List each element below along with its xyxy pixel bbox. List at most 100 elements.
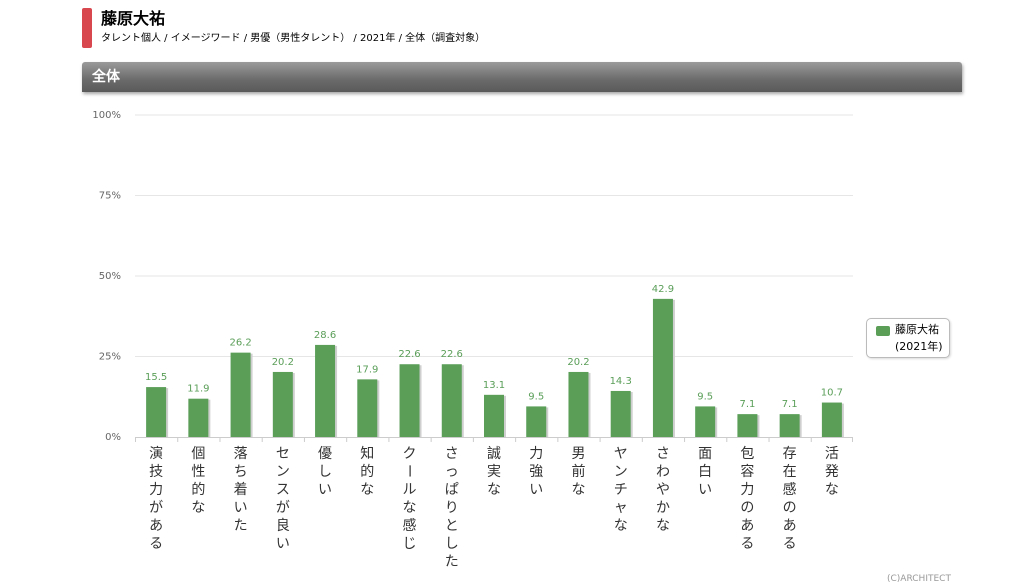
x-tick-label-char: 強 [529,464,543,480]
x-tick-label-char: い [234,500,248,516]
x-tick-label-char: が [149,500,163,516]
bar [315,344,336,437]
x-tick-label-char: な [656,518,670,534]
bar [568,371,589,437]
x-tick-label-char: い [529,482,543,498]
x-tick-label-char: 前 [571,463,585,480]
bar [610,390,631,437]
y-tick-label: 25% [99,352,121,363]
bar [146,387,167,437]
x-tick-label-char: じ [403,536,417,552]
x-tick-label-char: あ [783,518,797,534]
x-tick-label-char: た [445,554,459,570]
x-tick-label-char: 個 [191,446,205,462]
bar [821,402,842,437]
x-tick-label-char: ス [276,482,290,498]
x-tick-label-char: い [276,536,290,552]
x-tick-label-char: ャ [614,500,628,516]
x-tick-label-char: 知 [360,445,374,462]
x-tick-label-char: ち [234,464,248,480]
x-tick-label-char: 容 [740,463,754,480]
data-label: 13.1 [483,380,505,391]
bar [695,406,716,437]
x-tick-label-char: 誠 [487,446,501,462]
bar [188,398,209,437]
x-tick-label-char: 発 [825,464,839,480]
data-label: 42.9 [652,284,674,295]
x-tick-label-char: 感 [403,517,417,534]
x-tick-label-char: た [234,518,248,534]
x-tick-label-char: ぱ [445,482,459,498]
x-tick-label-char: っ [445,464,459,480]
bar [230,352,251,437]
page-subtitle: タレント個人 / イメージワード / 男優（男性タレント） / 2021年 / … [101,33,486,44]
x-tick-label-char: 存 [783,446,797,462]
x-tick-label-char: し [318,464,332,480]
x-tick-label-char: る [740,536,754,552]
y-tick-label: 50% [99,271,121,282]
x-tick-label-char: 的 [191,482,205,498]
x-tick-label-char: が [276,500,290,516]
x-tick-label-char: や [656,482,670,498]
x-tick-label-char: 着 [234,482,248,498]
data-label: 28.6 [314,330,336,341]
x-tick-label-char: 性 [191,464,205,480]
x-tick-label-char: さ [656,446,670,462]
x-tick-label-char: 力 [529,446,543,462]
x-tick-label-char: の [783,500,797,516]
x-tick-label-char: い [318,482,332,498]
bar [779,414,800,437]
chart-legend: 藤原大祐 (2021年) [866,318,950,358]
bar [737,414,758,437]
bar [357,379,378,437]
title-accent-bar [82,8,92,48]
data-label: 9.5 [528,391,544,402]
data-label: 7.1 [782,399,798,410]
data-label: 15.5 [145,372,167,383]
data-label: 7.1 [739,399,755,410]
x-tick-label-char: の [740,500,754,516]
x-tick-label-char: 感 [783,481,797,498]
bar [272,371,293,437]
x-tick-label-char: さ [445,446,459,462]
x-tick-label-char: ー [401,464,417,478]
x-tick-label-char: 良 [276,518,290,534]
data-label: 10.7 [821,388,843,399]
x-tick-label-char: ン [614,464,628,480]
x-tick-label-char: ヤ [614,446,628,462]
section-header: 全体 [82,62,962,92]
x-tick-label-char: 実 [487,464,501,480]
x-tick-label-char: あ [149,518,163,534]
x-tick-label-char: る [149,536,163,552]
y-tick-label: 0% [105,432,121,443]
x-tick-label-char: な [360,482,374,498]
x-tick-label-char: セ [276,446,290,462]
x-tick-label-char: 面 [698,446,712,462]
x-tick-label-char: な [571,482,585,498]
y-tick-label: 75% [99,191,121,202]
x-tick-label-char: 包 [740,446,754,462]
x-tick-label-char: 技 [149,464,163,480]
bar [484,394,504,437]
data-label: 26.2 [229,338,251,349]
x-tick-label-char: ル [403,482,417,498]
x-tick-label-char: ク [403,446,417,462]
data-label: 22.6 [441,349,463,360]
bar [399,364,420,437]
x-tick-label-char: わ [656,464,670,480]
x-tick-label-char: 的 [360,464,374,480]
copyright-credit: (C)ARCHITECT [887,574,951,584]
x-tick-label-char: 在 [783,464,797,480]
x-tick-label-char: し [445,536,459,552]
x-tick-label-char: か [656,500,670,516]
bar [526,406,547,437]
data-label: 20.2 [272,357,294,368]
page-title: 藤原大祐 [101,9,166,28]
section-label: 全体 [92,69,120,85]
bar [652,298,673,437]
x-tick-label-char: 力 [149,482,163,498]
y-tick-label: 100% [92,110,121,121]
legend-sub-label: (2021年) [895,340,943,353]
x-tick-label-char: チ [614,482,628,498]
